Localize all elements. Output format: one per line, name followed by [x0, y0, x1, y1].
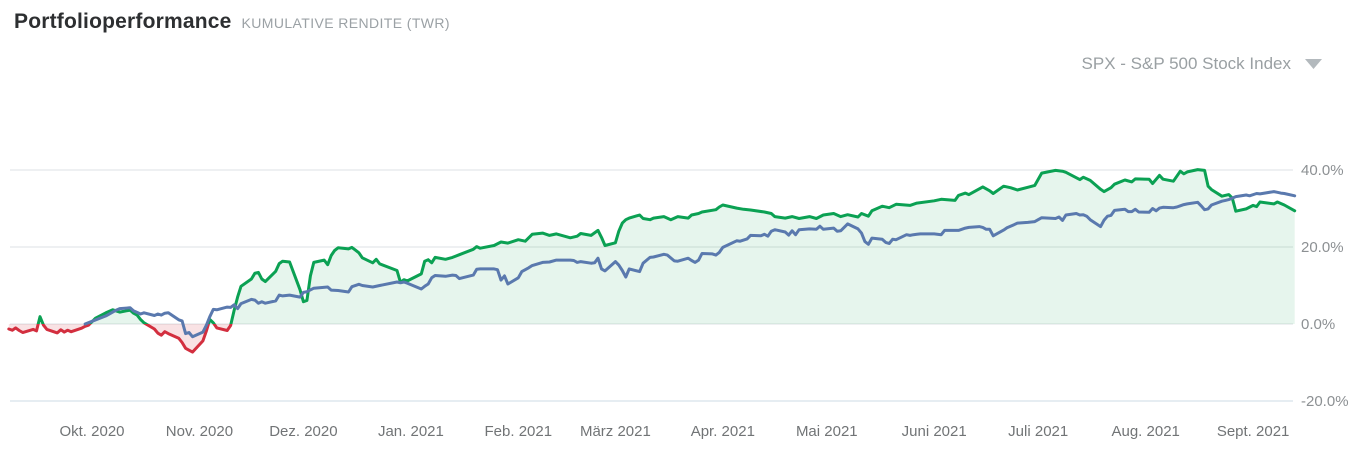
x-axis-label: Nov. 2020 [166, 423, 233, 440]
chevron-down-icon [1305, 59, 1322, 69]
x-axis-label: Aug. 2021 [1111, 423, 1179, 440]
x-axis-label: Sept. 2021 [1217, 423, 1290, 440]
x-axis-label: Feb. 2021 [485, 423, 553, 440]
benchmark-dropdown[interactable]: SPX - S&P 500 Stock Index [1082, 54, 1322, 74]
x-axis-label: Jan. 2021 [378, 423, 444, 440]
y-axis-label: 40.0% [1301, 162, 1344, 179]
x-axis-label: Mai 2021 [796, 423, 858, 440]
portfolio-line-negative [7, 324, 233, 354]
chart-header: Portfolioperformance KUMULATIVE RENDITE … [14, 10, 450, 34]
x-axis-label: Dez. 2020 [269, 423, 337, 440]
portfolio-area-positive [8, 169, 1295, 324]
portfolio-line-positive [36, 168, 1297, 324]
benchmark-label: SPX - S&P 500 Stock Index [1081, 54, 1291, 73]
y-axis-label: -20.0% [1301, 393, 1349, 410]
x-axis-label: Okt. 2020 [59, 423, 124, 440]
y-axis-label: 20.0% [1301, 239, 1344, 256]
x-axis-label: Juli 2021 [1008, 423, 1068, 440]
benchmark-line [83, 190, 1297, 339]
y-axis-label: 0.0% [1301, 316, 1335, 333]
page-subtitle: KUMULATIVE RENDITE (TWR) [241, 15, 450, 31]
x-axis-label: Juni 2021 [902, 423, 967, 440]
x-axis-label: Apr. 2021 [691, 423, 755, 440]
page-title: Portfolioperformance [14, 10, 232, 33]
x-axis-label: März 2021 [580, 423, 651, 440]
